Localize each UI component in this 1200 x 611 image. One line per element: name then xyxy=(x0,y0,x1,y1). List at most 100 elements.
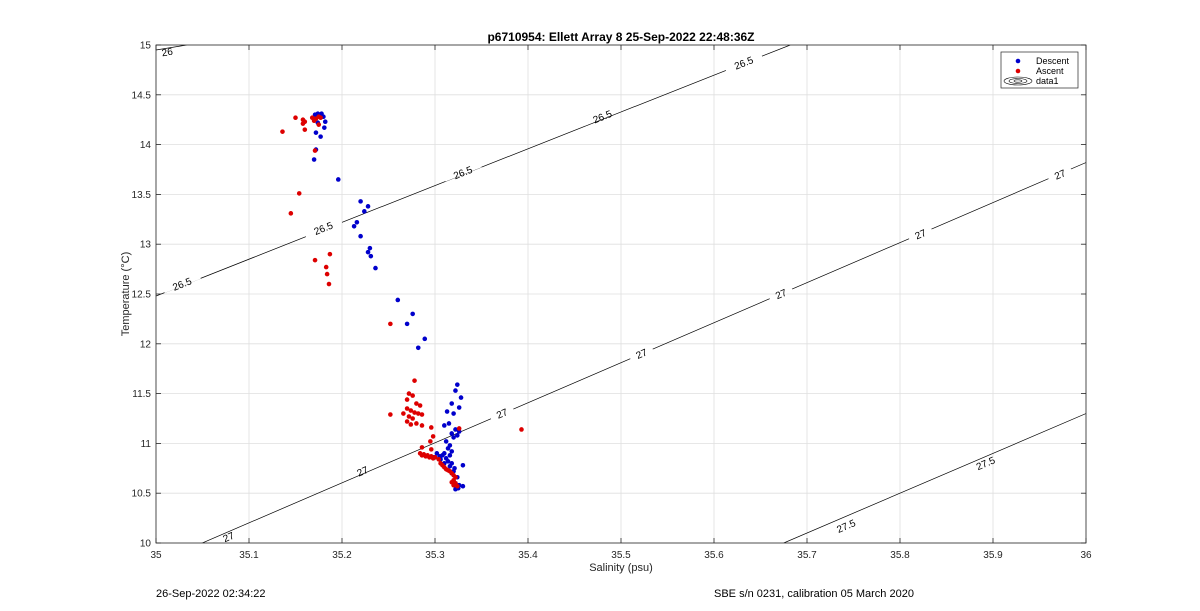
descent-point xyxy=(373,265,378,271)
contour-label: 27 xyxy=(222,531,237,546)
ascent-point xyxy=(415,411,421,416)
ascent-point xyxy=(312,257,318,263)
x-tick-label: 35.7 xyxy=(797,550,817,561)
footer-calibration: SBE s/n 0231, calibration 05 March 2020 xyxy=(714,588,914,600)
descent-point xyxy=(422,336,428,342)
ascent-point xyxy=(323,264,329,270)
descent-point xyxy=(451,435,456,440)
x-tick-label: 35.6 xyxy=(704,550,724,561)
ascent-point xyxy=(410,393,415,398)
contour-line-26 xyxy=(156,45,187,51)
ascent-point xyxy=(404,397,410,402)
descent-point xyxy=(434,451,440,456)
y-axis-ticks: 10 10.5 11 11.5 12 12.5 13 13.5 14 14.5 15 xyxy=(132,41,1086,550)
ascent-point xyxy=(296,191,302,196)
ascent-point xyxy=(406,391,412,396)
descent-point xyxy=(458,395,464,400)
contour-label-gap xyxy=(827,516,865,536)
ascent-point xyxy=(388,412,393,417)
contour-label-gap xyxy=(724,53,763,72)
ascent-point xyxy=(412,410,417,415)
descent-point xyxy=(449,431,455,436)
descent-point xyxy=(335,177,341,182)
contour-icon-ring xyxy=(1003,76,1033,86)
contour-label-gap xyxy=(629,347,654,361)
descent-point xyxy=(313,130,319,135)
ascent-point xyxy=(428,439,433,444)
contour-label-gap xyxy=(350,464,375,478)
contour-label-gap xyxy=(163,275,201,294)
descent-point xyxy=(365,249,371,255)
ascent-point xyxy=(312,148,318,153)
legend-label-contours: data1 xyxy=(1036,76,1059,86)
ascent-point xyxy=(280,129,285,134)
contour-label-gap xyxy=(216,530,241,543)
x-axis-label: Salinity (psu) xyxy=(589,562,653,574)
x-tick-label: 35 xyxy=(150,550,162,561)
legend-marker-ascent xyxy=(1015,68,1021,74)
descent-point xyxy=(446,421,452,426)
y-tick-label: 12.5 xyxy=(132,290,152,301)
contour-label: 27 xyxy=(635,347,650,362)
descent-point xyxy=(451,411,456,416)
ascent-point xyxy=(432,455,438,460)
legend-box xyxy=(1000,51,1079,89)
ascent-point xyxy=(412,378,417,383)
ascent-point xyxy=(428,425,434,430)
contour-label: 27 xyxy=(356,465,371,480)
ascent-point xyxy=(300,121,306,126)
ascent-point xyxy=(327,251,333,257)
descent-point xyxy=(322,125,327,130)
legend-label-ascent: Ascent xyxy=(1036,66,1064,76)
y-tick-label: 15 xyxy=(140,41,152,52)
ascent-point xyxy=(419,445,425,450)
x-tick-label: 36 xyxy=(1080,550,1092,561)
ascent-point xyxy=(428,447,434,452)
x-tick-label: 35.1 xyxy=(239,550,259,561)
contour-label-gap xyxy=(583,107,622,126)
descent-point xyxy=(415,345,421,351)
descent-point xyxy=(440,453,445,458)
descent-point xyxy=(404,321,410,327)
y-axis-label: Temperature (°C) xyxy=(120,252,132,336)
contour-icon-ring xyxy=(1013,79,1023,83)
descent-point xyxy=(368,253,374,259)
x-tick-label: 35.4 xyxy=(518,550,538,561)
descent-point xyxy=(444,409,450,414)
x-tick-label: 35.9 xyxy=(983,550,1003,561)
descent-point xyxy=(445,446,451,451)
ascent-point xyxy=(451,482,456,488)
ascent-point xyxy=(326,281,332,287)
y-tick-label: 10.5 xyxy=(132,489,152,500)
descent-point xyxy=(354,219,360,225)
contour-label: 27 xyxy=(1053,168,1068,183)
x-axis-ticks: 35 35.1 35.2 35.3 35.4 35.5 35.6 35.7 35.8 35.9 36 xyxy=(150,45,1092,561)
ascent-point xyxy=(404,419,410,424)
ascent-point xyxy=(408,408,414,413)
y-tick-label: 12 xyxy=(140,339,152,350)
y-tick-label: 14.5 xyxy=(132,90,152,101)
contour-line-27.5 xyxy=(783,413,1086,543)
ascent-point xyxy=(404,406,410,411)
ascent-point xyxy=(406,414,412,419)
contour-label-gap xyxy=(1047,167,1072,182)
descent-point xyxy=(455,382,460,387)
x-tick-label: 35.8 xyxy=(890,550,910,561)
y-tick-label: 11.5 xyxy=(132,389,151,400)
ascent-point xyxy=(414,401,419,406)
ascent-point xyxy=(293,115,298,121)
ascent-point xyxy=(414,421,419,426)
ascent-point xyxy=(324,271,330,277)
ascent-point xyxy=(288,211,294,216)
ascent-point xyxy=(410,416,415,421)
contour-label-gap xyxy=(156,48,180,56)
descent-point xyxy=(447,453,453,458)
chart-title: p6710954: Ellett Array 8 25-Sep-2022 22:… xyxy=(487,30,754,44)
footer-timestamp: 26-Sep-2022 02:34:22 xyxy=(156,588,266,600)
x-tick-label: 35.2 xyxy=(332,550,352,561)
ascent-point xyxy=(419,423,425,428)
series-ascent xyxy=(280,114,524,489)
ascent-point xyxy=(417,403,423,408)
ascent-point xyxy=(419,412,425,417)
